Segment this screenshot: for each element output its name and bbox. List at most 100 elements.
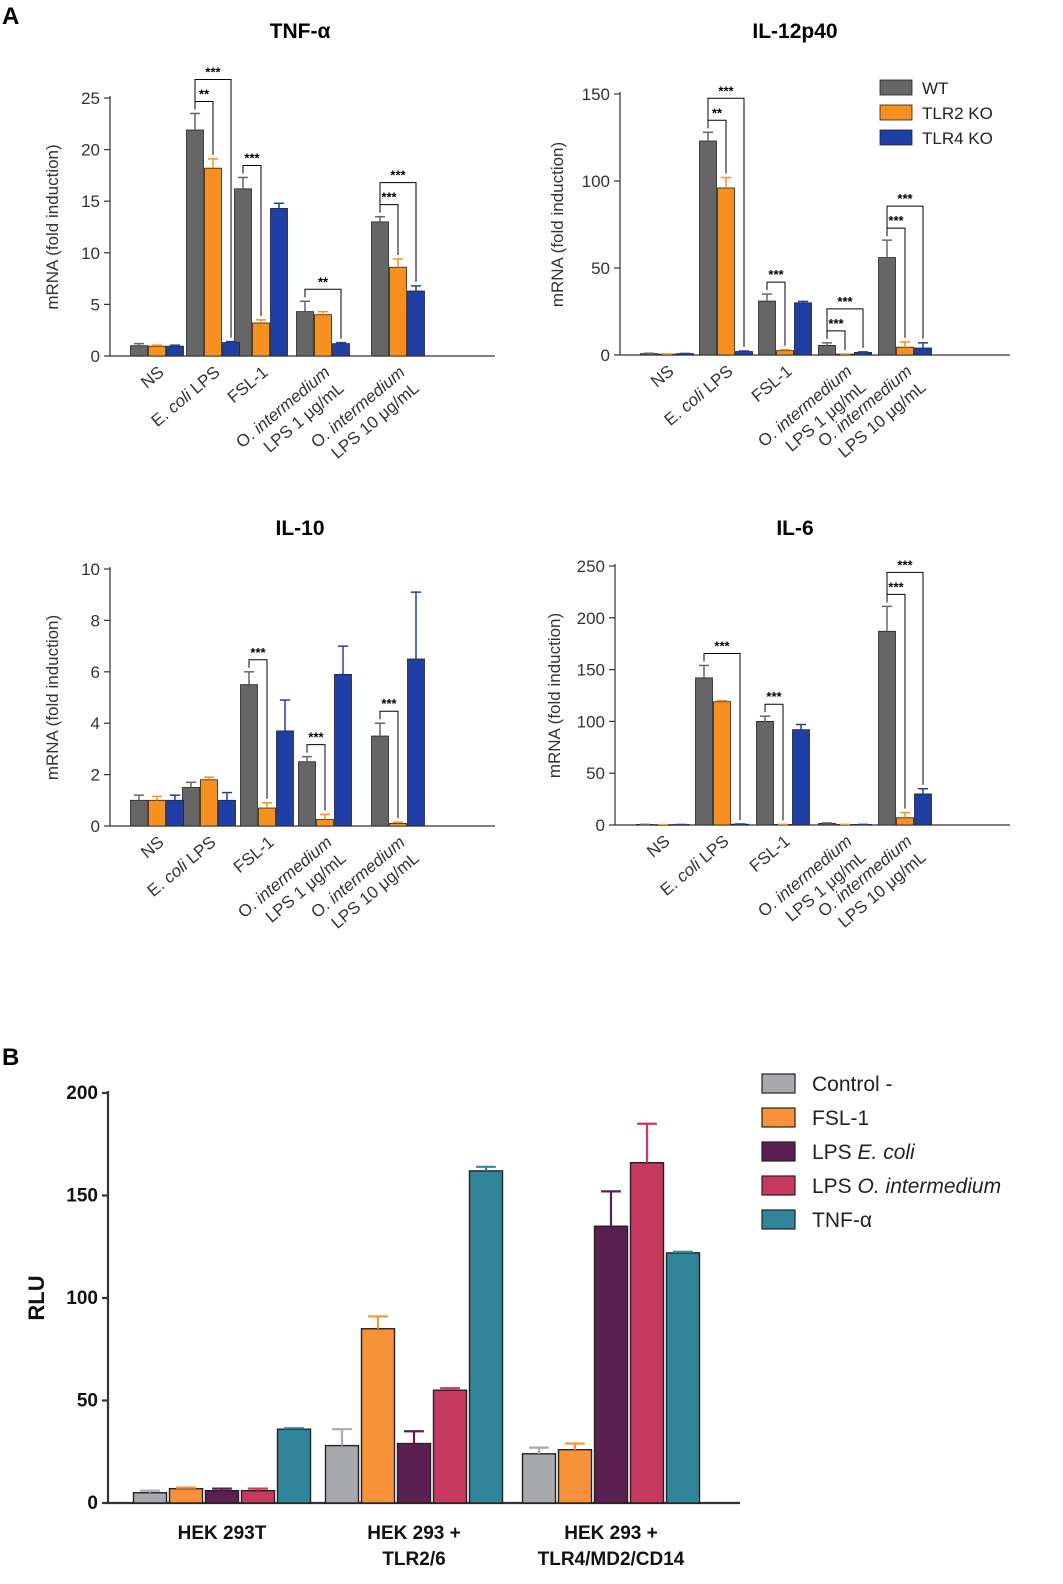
legend-label: TLR2 KO: [922, 104, 993, 123]
bar: [854, 351, 872, 356]
significance-label: ***: [308, 730, 324, 745]
label-part: NS: [137, 363, 167, 393]
bar: [717, 187, 735, 356]
bar: [792, 729, 810, 826]
bar: [204, 167, 222, 357]
y-axis-label: mRNA (fold induction): [548, 142, 567, 307]
category-label: HEK 293 +: [564, 1523, 657, 1544]
significance-label: ***: [828, 316, 844, 331]
bar: [629, 1161, 665, 1504]
significance-bracket: [248, 659, 268, 799]
bar: [776, 350, 794, 356]
y-tick-label: 200: [66, 1083, 98, 1104]
category-label: NS: [647, 362, 677, 392]
bar: [396, 1442, 432, 1504]
label-part: LPS: [812, 1141, 858, 1164]
bar: [218, 799, 236, 827]
bar: [186, 129, 204, 357]
bar: [521, 1453, 557, 1504]
bar: [182, 787, 200, 827]
significance-label: ***: [714, 638, 730, 653]
significance-label: **: [199, 86, 210, 101]
bar: [407, 658, 425, 827]
label-part: FSL-1: [230, 833, 278, 877]
il-10-chart: IL-10 0 2 4 6 8 10 mRNA (fold induction) *** *** *…: [43, 517, 495, 933]
significance-label: ***: [381, 190, 397, 205]
significance-bracket: [703, 652, 741, 820]
legend-swatch: [761, 1141, 796, 1162]
bar: [914, 793, 932, 826]
y-tick-label: 200: [577, 609, 605, 628]
bar: [314, 314, 332, 357]
significance-bracket: [886, 571, 924, 785]
bar: [166, 799, 184, 827]
significance-label: ***: [897, 557, 913, 572]
significance-label: ***: [766, 689, 782, 704]
bar: [756, 721, 774, 826]
significance-bracket: [304, 288, 342, 339]
legend-label: TNF-α: [812, 1209, 872, 1232]
bar: [407, 290, 425, 357]
panel-label-a: A: [2, 3, 19, 30]
y-tick-label: 25: [81, 89, 100, 108]
significance-bracket: [242, 164, 262, 316]
bar: [896, 346, 914, 356]
bar: [389, 266, 407, 357]
significance-label: ***: [837, 294, 853, 309]
bar: [794, 302, 812, 356]
bar: [695, 677, 713, 826]
category-label: NS: [137, 833, 167, 863]
legend-swatch: [879, 104, 913, 121]
significance-label: ***: [888, 213, 904, 228]
category-label: HEK 293 +: [367, 1523, 460, 1544]
bar: [432, 1389, 468, 1504]
bar: [371, 221, 389, 357]
significance-label: ***: [390, 168, 406, 183]
bar: [896, 817, 914, 826]
bar: [276, 730, 294, 827]
legend-label: TLR4 KO: [922, 129, 993, 148]
legend-swatch: [761, 1107, 796, 1128]
y-tick-label: 100: [582, 172, 610, 191]
label-part: Control -: [812, 1073, 893, 1096]
chart-title: IL-12p40: [752, 20, 837, 43]
bar: [222, 342, 240, 357]
legend-label: FSL-1: [812, 1107, 869, 1130]
label-part: FSL-1: [812, 1107, 869, 1130]
bar: [360, 1328, 396, 1504]
bar: [334, 673, 352, 827]
category-label: HEK 293T: [178, 1523, 267, 1544]
significance-label: ***: [718, 83, 734, 98]
y-tick-label: 150: [577, 661, 605, 680]
significance-label: ***: [381, 696, 397, 711]
y-tick-label: 150: [582, 85, 610, 104]
significance-bracket: [764, 703, 784, 821]
label-part: LPS: [812, 1175, 858, 1198]
y-tick-label: 50: [591, 259, 610, 278]
significance-bracket: [707, 97, 745, 347]
y-tick-label: 150: [66, 1186, 98, 1207]
bar: [758, 300, 776, 356]
bar: [204, 1489, 240, 1504]
category-label: NS: [643, 832, 673, 862]
bar: [593, 1225, 629, 1504]
bar: [818, 345, 836, 356]
significance-bracket: [306, 744, 326, 811]
panel-label-b: B: [2, 1044, 19, 1071]
significance-bracket: [826, 308, 864, 348]
bar: [296, 311, 314, 357]
legend-label: WT: [922, 79, 948, 98]
y-tick-label: 0: [91, 817, 100, 836]
category-label-line2: TLR2/6: [382, 1549, 445, 1570]
bar: [371, 735, 389, 827]
bar: [148, 799, 166, 827]
significance-bracket: [194, 78, 232, 338]
label-part: FSL-1: [224, 363, 272, 407]
bar: [168, 1487, 204, 1504]
bar: [316, 819, 334, 827]
category-label-line2: TLR4/MD2/CD14: [538, 1549, 685, 1570]
y-tick-label: 0: [87, 1493, 98, 1514]
label-part: O. intermedium: [858, 1175, 1002, 1198]
y-tick-label: 6: [91, 663, 100, 682]
